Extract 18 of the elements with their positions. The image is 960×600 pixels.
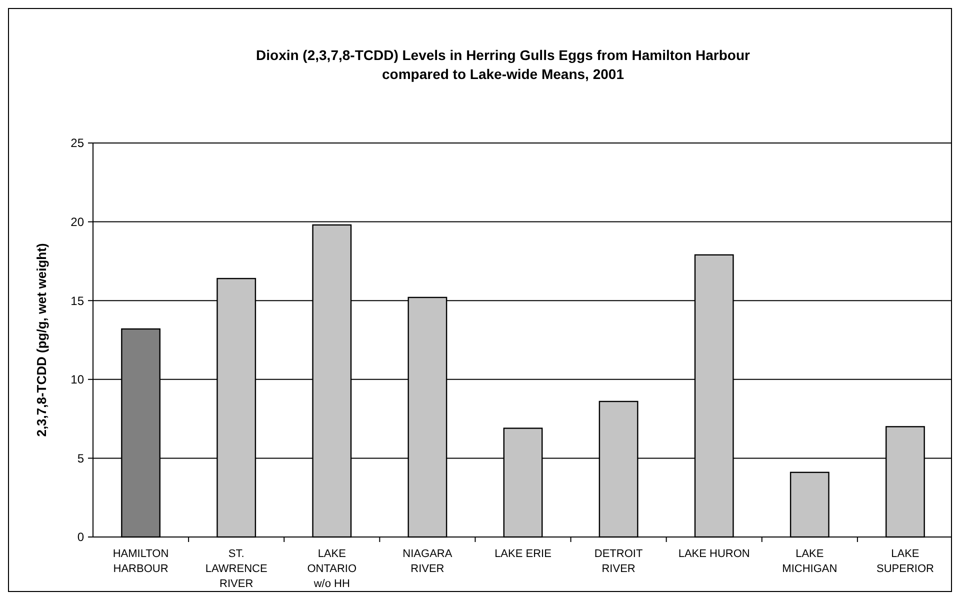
y-tick-label: 25 [70,136,84,150]
x-tick-label: LAKE SUPERIOR [876,548,934,575]
y-tick-label: 10 [70,372,84,387]
y-tick-label: 15 [70,294,84,308]
x-tick-label: LAKE ONTARIO w/o HH [307,548,357,590]
y-tick-label: 5 [77,451,84,466]
x-tick-label: ST. LAWRENCE RIVER [205,548,268,590]
x-tick-label: NIAGARA RIVER [402,548,453,575]
x-tick-label: DETROIT RIVER [594,548,643,575]
x-tick-label: LAKE HURON [678,548,750,560]
y-axis-title: 2,3,7,8-TCDD (pg/g, wet weight) [34,243,49,437]
x-tick-label: HAMILTON HARBOUR [112,548,169,575]
bar [790,472,830,538]
y-tick-label: 0 [77,530,84,544]
chart-title: Dioxin (2,3,7,8-TCDD) Levels in Herring Gulls Eggs from Hamilton Harbour compared to Lake-wide Means, 2001 [256,47,751,82]
y-tick-label: 20 [70,215,84,229]
x-tick-label: LAKE ERIE [494,548,552,560]
x-tick-label: LAKE MICHIGAN [782,548,838,575]
